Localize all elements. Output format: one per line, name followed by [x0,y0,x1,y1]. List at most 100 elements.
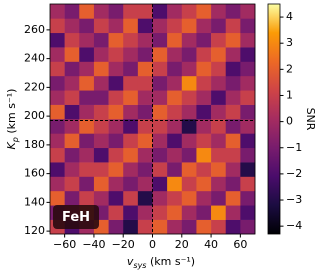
heatmap-cell [167,104,183,120]
heatmap-cell [123,205,139,220]
heatmap-cell [240,176,256,192]
colorbar-tick-label: −3 [286,193,302,206]
heatmap-cell [240,75,256,91]
heatmap-cell [211,133,227,149]
x-label-sub: sys [133,261,146,270]
heatmap-cell [240,18,256,34]
heatmap-cell [167,18,183,34]
heatmap-cell [64,176,80,192]
heatmap-cell [137,119,153,134]
heatmap-cell [211,162,227,177]
heatmap-cell [123,162,139,177]
heatmap-cell [123,190,139,206]
y-tick-label: 140 [24,195,45,208]
heatmap-cell [152,47,168,62]
heatmap-cell [79,104,95,120]
colorbar-tick-label: −4 [286,219,302,232]
heatmap-cell [64,119,80,134]
heatmap-cell [64,18,80,34]
heatmap-cell [79,119,95,134]
heatmap-cell [108,205,124,220]
heatmap-cell [64,61,80,77]
heatmap-cell [50,104,65,120]
heatmap-cell [50,190,65,206]
heatmap-cell [50,61,65,77]
heatmap-cell [108,32,124,48]
heatmap-cell [211,147,227,163]
heatmap-cell [196,18,212,34]
heatmap-cell [152,104,168,120]
heatmap-cell [108,176,124,192]
heatmap-cell [93,147,109,163]
heatmap-cell [211,47,227,62]
heatmap-cell [93,176,109,192]
heatmap-cell [137,147,153,163]
heatmap-cell [225,147,241,163]
x-label-var: v [127,255,134,268]
heatmap-cell [108,219,124,235]
colorbar-tick-label: 4 [286,10,293,23]
heatmap-cell [64,133,80,149]
heatmap-cell [152,75,168,91]
heatmap-cell [211,18,227,34]
heatmap-cell [240,219,256,235]
heatmap-cell [181,219,197,235]
heatmap-cell [240,104,256,120]
heatmap-cell [64,47,80,62]
heatmap-cell [152,18,168,34]
heatmap-cell [93,61,109,77]
colorbar [267,3,281,235]
heatmap-cell [211,205,227,220]
heatmap-cell [123,47,139,62]
heatmap-cell [211,4,227,19]
heatmap-cell [225,190,241,206]
heatmap-cell [123,176,139,192]
heatmap-cell [225,219,241,235]
heatmap-cell [50,147,65,163]
heatmap-cell [152,32,168,48]
heatmap-cell [167,75,183,91]
heatmap-cell [64,104,80,120]
y-tick-label: 200 [24,109,45,122]
y-tick-label: 180 [24,138,45,151]
heatmap-cell [123,147,139,163]
heatmap-cell [137,32,153,48]
heatmap-cell [240,119,256,134]
heatmap-cell [181,162,197,177]
heatmap-cell [64,162,80,177]
heatmap-cell [93,47,109,62]
heatmap-cell [50,176,65,192]
heatmap-cell [137,47,153,62]
colorbar-tick-label: 2 [286,62,293,75]
heatmap-cell [137,190,153,206]
x-tick-label: −60 [53,238,76,251]
heatmap-cell [181,104,197,120]
heatmap-cell [50,162,65,177]
heatmap-cell [79,47,95,62]
colorbar-tick-label: 1 [286,88,293,101]
y-tick-label: 260 [24,23,45,36]
heatmap-cell [79,90,95,105]
y-tick-label: 220 [24,80,45,93]
heatmap-cell [123,32,139,48]
heatmap-cell [108,119,124,134]
heatmap-cell [137,176,153,192]
heatmap-cell [64,75,80,91]
heatmap-cell [93,104,109,120]
heatmap-cell [167,47,183,62]
heatmap-cell [240,190,256,206]
colorbar-tick-label: −2 [286,167,302,180]
heatmap-cell [123,119,139,134]
heatmap-cell [108,162,124,177]
x-tick-label: 0 [149,238,156,251]
heatmap-cell [64,90,80,105]
heatmap-cell [240,90,256,105]
heatmap-cell [137,133,153,149]
heatmap-cell [167,147,183,163]
heatmap-cell [64,147,80,163]
heatmap-cell [181,18,197,34]
heatmap-cell [50,133,65,149]
heatmap-cell [167,4,183,19]
heatmap-cell [152,205,168,220]
